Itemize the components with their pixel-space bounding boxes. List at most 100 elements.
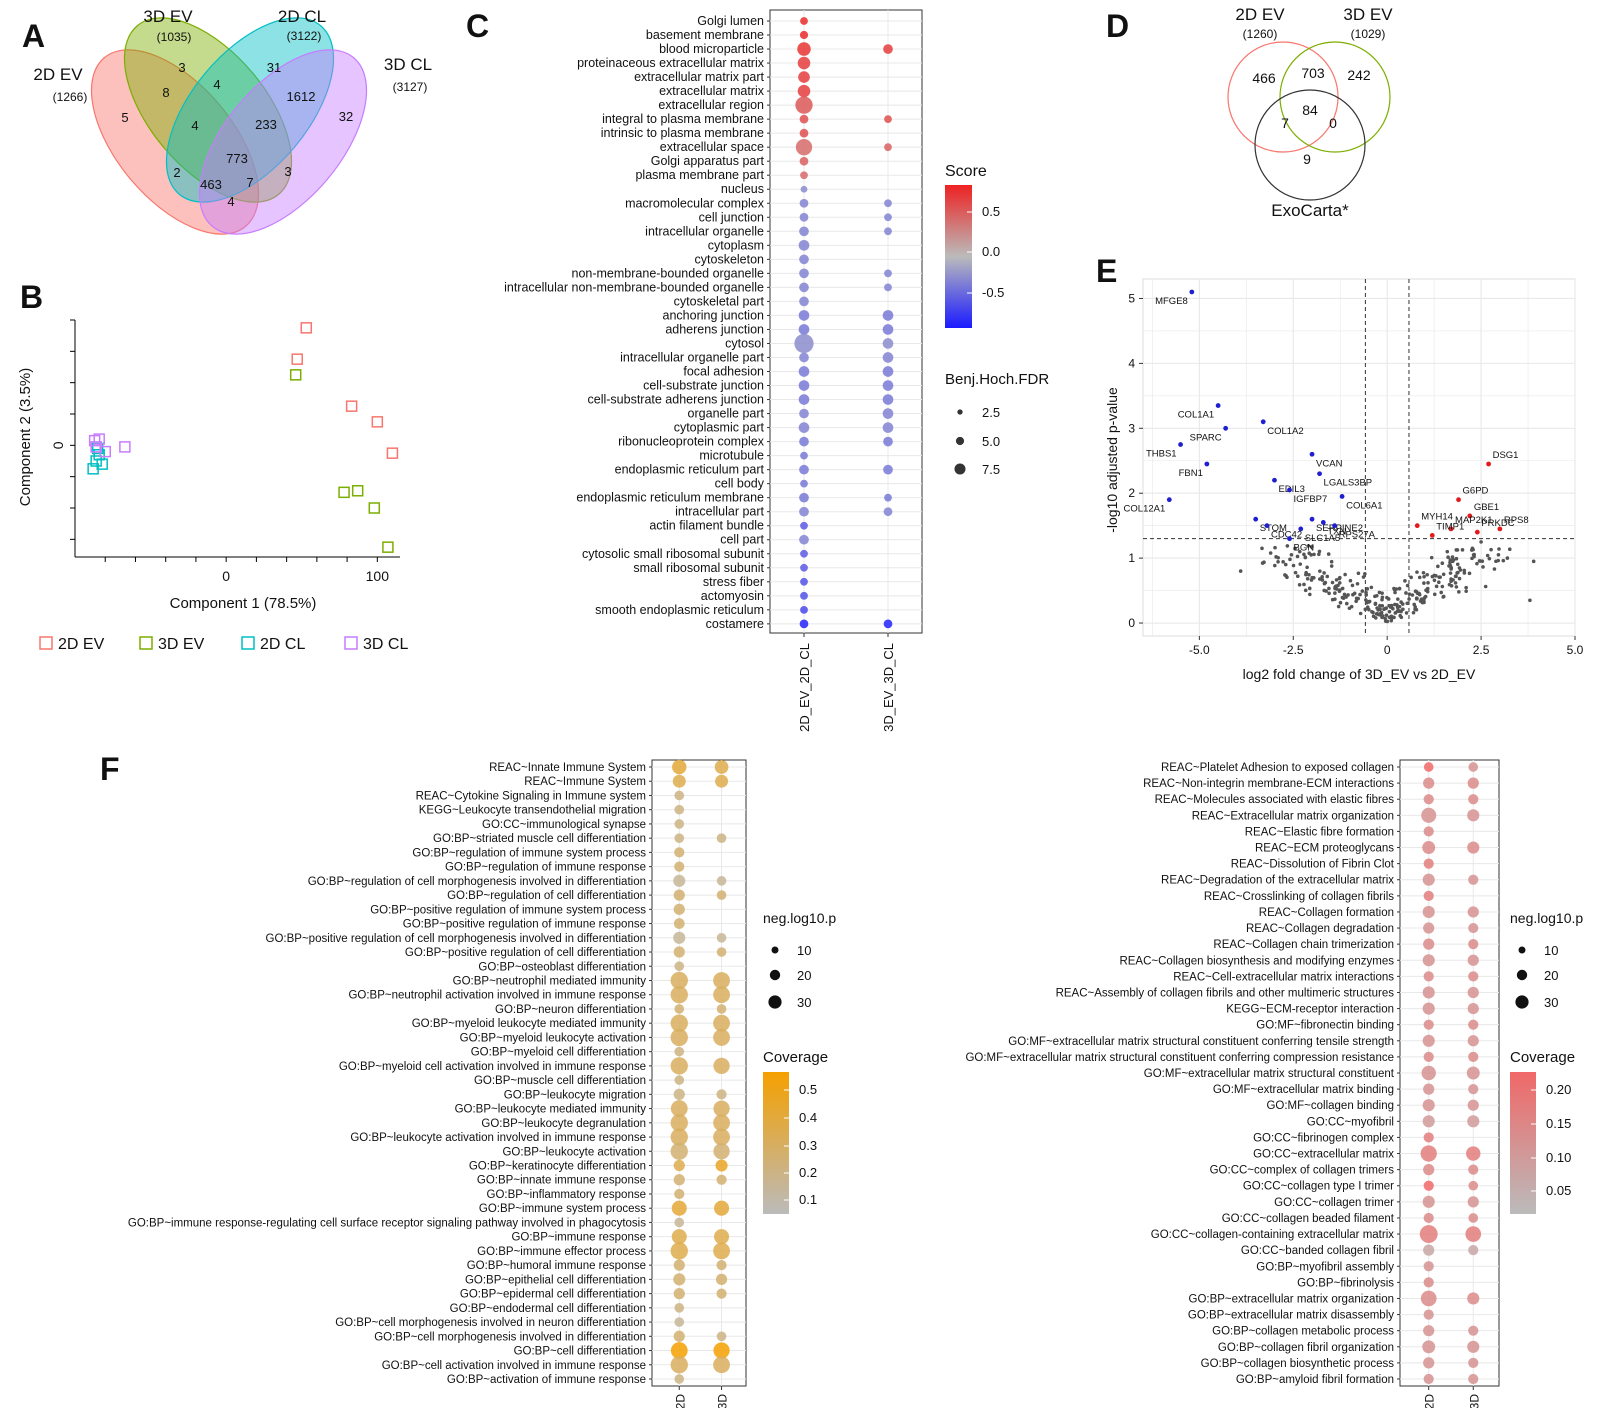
volcano-point <box>1454 556 1459 561</box>
dot <box>1468 1213 1479 1223</box>
row-label: proteinaceous extracellular matrix <box>577 56 765 70</box>
row-label: intrinsic to plasma membrane <box>601 126 764 140</box>
gene-label: SLC1A5 <box>1305 533 1340 544</box>
x-tick-label: 5.0 <box>1567 643 1584 657</box>
dot <box>884 283 892 292</box>
gene-label: TXN <box>1327 526 1346 537</box>
volcano-point <box>1377 590 1382 595</box>
gene-label: IGFBP7 <box>1294 494 1328 505</box>
dot <box>1468 1051 1479 1063</box>
row-label: GO:BP~immune response <box>511 1232 646 1244</box>
dot <box>1423 922 1435 934</box>
dot <box>1422 1034 1435 1047</box>
dot <box>799 464 809 475</box>
volcano-point <box>1355 581 1360 586</box>
dot <box>673 931 686 944</box>
dot <box>674 1303 685 1313</box>
dot <box>1466 1146 1481 1161</box>
volcano-point <box>1434 574 1438 578</box>
dot <box>670 1142 688 1160</box>
volcano-point <box>1327 591 1331 596</box>
dot <box>799 436 809 447</box>
dot <box>798 366 810 377</box>
dot <box>674 961 685 972</box>
volcano-point <box>1320 578 1325 582</box>
venn-set-size: (1260) <box>1243 27 1278 41</box>
dot <box>713 1029 730 1046</box>
dot <box>1467 777 1479 789</box>
dot <box>882 324 894 335</box>
volcano-point <box>1312 576 1316 580</box>
dot <box>674 804 685 815</box>
volcano-point <box>1276 559 1280 564</box>
volcano-point <box>1395 609 1400 613</box>
dot <box>800 479 808 488</box>
volcano-point <box>1481 565 1485 569</box>
legend-swatch <box>139 636 153 650</box>
size-label: 10 <box>797 943 811 958</box>
dot <box>1467 1292 1480 1305</box>
data-point <box>96 458 108 470</box>
dot <box>674 1374 685 1384</box>
dot <box>798 422 810 433</box>
venn-count: 0 <box>1329 115 1337 131</box>
volcano-point <box>1407 597 1411 601</box>
colorbar-label: 0.5 <box>982 204 1000 219</box>
dot <box>674 790 685 801</box>
dot <box>799 254 809 265</box>
dot <box>800 171 808 180</box>
row-label: GO:MF~fibronectin binding <box>1256 1020 1394 1032</box>
volcano-point <box>1317 549 1322 554</box>
volcano-point <box>1531 559 1536 564</box>
dot <box>1420 1290 1437 1307</box>
volcano-point <box>1462 571 1467 575</box>
venn-circle <box>1254 89 1366 201</box>
column-label: 3D <box>1467 1394 1481 1408</box>
y-axis-title: Component 2 (3.5%) <box>17 368 34 506</box>
volcano-point <box>1305 565 1309 570</box>
volcano-point <box>1489 547 1493 552</box>
row-label: GO:CC~collagen-containing extracellular … <box>1151 1229 1394 1241</box>
dot <box>797 42 811 56</box>
dot <box>1468 1357 1479 1369</box>
dot <box>670 1114 688 1132</box>
volcano-point <box>1307 551 1312 556</box>
volcano-point <box>1429 555 1434 560</box>
venn-set-label: 3D EV <box>143 7 193 26</box>
volcano-point <box>1485 553 1490 558</box>
row-label: GO:BP~striated muscle cell differentiati… <box>433 833 646 845</box>
row-label: GO:BP~epidermal cell differentiation <box>460 1289 646 1301</box>
legend-title: neg.log10.p <box>763 910 836 926</box>
volcano-point <box>1324 589 1328 593</box>
volcano-point <box>1480 559 1485 563</box>
volcano-point <box>1487 556 1492 561</box>
volcano-point <box>1307 586 1312 591</box>
dot <box>1468 1083 1479 1095</box>
dot <box>799 282 809 293</box>
volcano-point <box>1333 591 1337 595</box>
dot <box>672 759 687 775</box>
dot <box>1467 986 1479 999</box>
row-label: cell part <box>720 533 764 547</box>
row-label: GO:BP~humoral immune response <box>467 1260 646 1272</box>
volcano-point <box>1389 618 1394 623</box>
volcano-point <box>1273 545 1277 550</box>
dot <box>670 1128 688 1146</box>
volcano-point <box>1393 590 1397 595</box>
row-label: REAC~Platelet Adhesion to exposed collag… <box>1161 762 1394 774</box>
volcano-point-sig <box>1189 289 1195 295</box>
volcano-point <box>1430 574 1435 579</box>
dot <box>799 30 809 40</box>
volcano-point <box>1283 562 1288 567</box>
dot <box>673 874 686 887</box>
row-label: GO:BP~myeloid cell activation involved i… <box>339 1061 646 1073</box>
dot <box>1468 1245 1479 1256</box>
row-label: REAC~ECM proteoglycans <box>1255 843 1394 855</box>
size-key <box>769 969 781 981</box>
dot <box>716 947 727 957</box>
dot <box>674 1317 685 1327</box>
volcano-point <box>1291 563 1296 568</box>
dot <box>1423 1277 1434 1288</box>
venn-count: 5 <box>121 110 128 125</box>
dot <box>673 1259 685 1271</box>
